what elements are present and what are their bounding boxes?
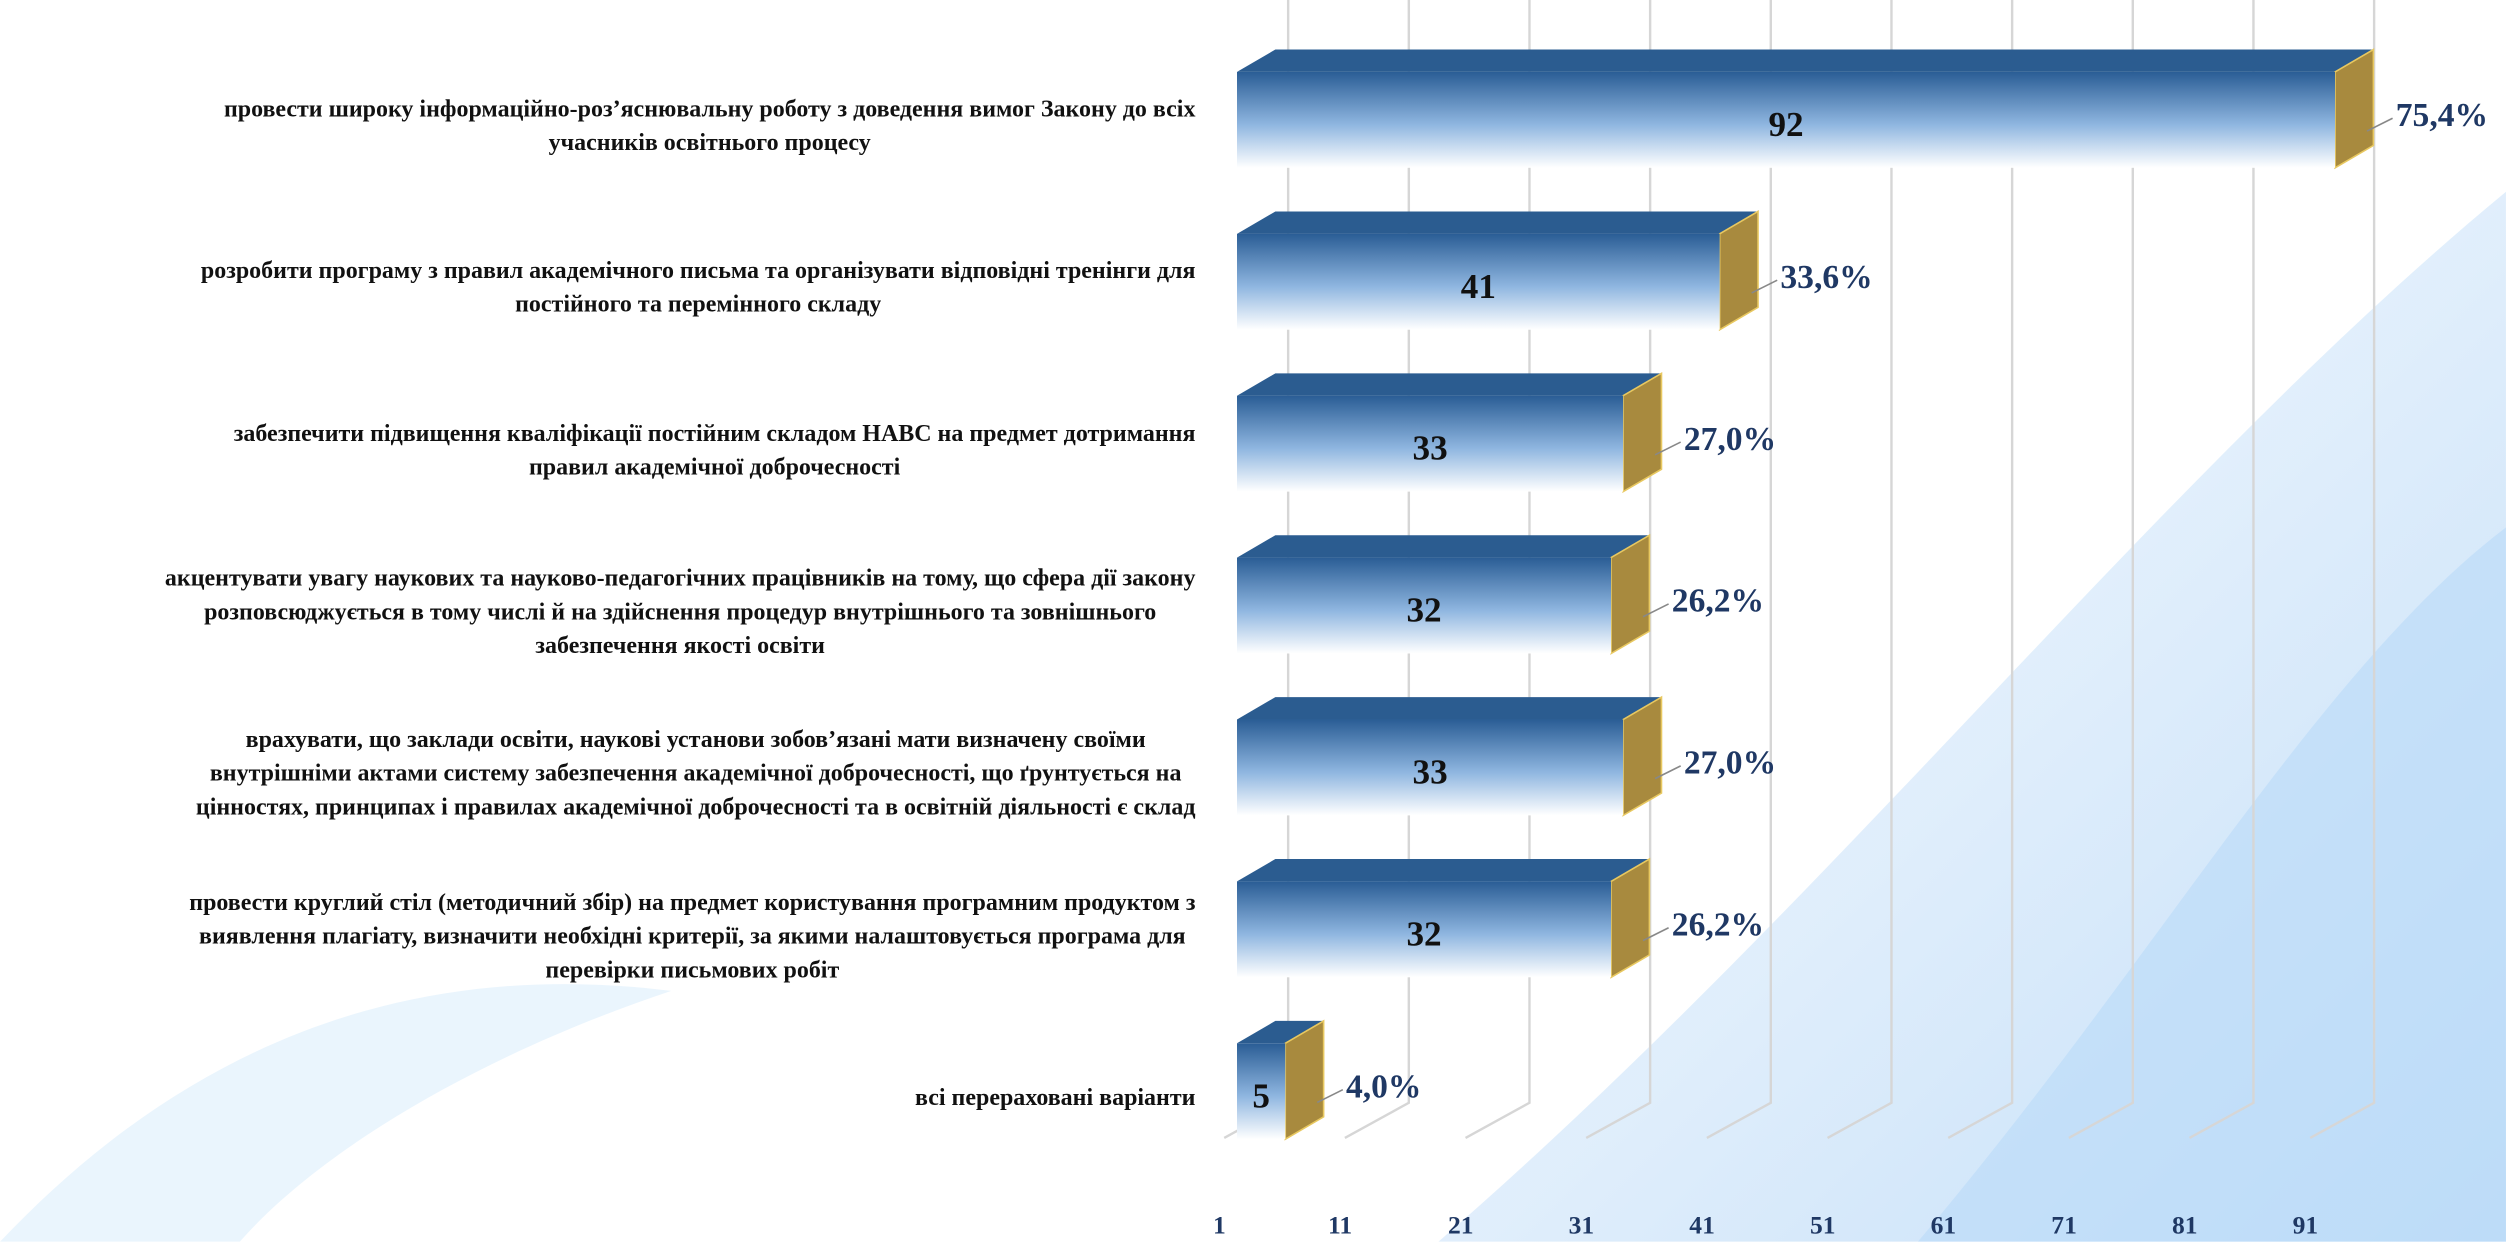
bar-top	[1237, 211, 1759, 234]
grid-line	[1947, 0, 2014, 1139]
x-tick-label: 11	[1328, 1210, 1352, 1239]
category-label: акцентувати увагу наукових та науково-пе…	[164, 566, 1196, 660]
x-tick-label: 91	[2293, 1210, 2319, 1239]
leader-line	[1654, 441, 1682, 456]
value-label: 33	[1412, 429, 1447, 468]
x-tick-label: 31	[1569, 1210, 1595, 1239]
category-label: розробити програму з правил академічного…	[200, 259, 1196, 319]
leader-line	[2366, 117, 2393, 132]
leader-line	[1642, 603, 1669, 618]
grid-line	[2188, 0, 2255, 1139]
grid-line	[1344, 0, 1411, 1139]
background-swirl	[0, 984, 672, 1242]
grid-line	[2068, 0, 2134, 1139]
share-label: 27,0%	[1684, 421, 1776, 458]
bar	[1237, 233, 1720, 330]
category-label: провести круглий стіл (методичний збір) …	[189, 890, 1196, 983]
x-tick-label: 81	[2172, 1210, 2198, 1239]
value-label: 41	[1461, 267, 1496, 306]
grid-line	[1706, 0, 1773, 1139]
bar	[1237, 1043, 1286, 1140]
x-tick-label: 1	[1213, 1210, 1226, 1239]
category-label: провести широку інформаційно-роз’яснювал…	[223, 97, 1196, 157]
share-label: 4,0%	[1346, 1068, 1421, 1105]
bar	[1237, 71, 2336, 168]
grid-line	[2309, 0, 2376, 1139]
x-tick-label: 51	[1810, 1210, 1836, 1239]
bar-top	[1237, 859, 1650, 882]
value-label: 33	[1412, 753, 1447, 792]
bar-top	[1237, 49, 2374, 72]
share-label: 26,2%	[1672, 583, 1764, 620]
share-label: 27,0%	[1684, 745, 1776, 782]
bar	[1237, 557, 1612, 654]
background-swirl	[1917, 527, 2506, 1242]
x-tick-label: 71	[2051, 1210, 2077, 1239]
leader-line	[1642, 927, 1669, 942]
grid-line	[1585, 0, 1652, 1139]
bar	[1237, 719, 1624, 816]
value-label: 5	[1252, 1076, 1270, 1115]
share-label: 33,6%	[1780, 259, 1872, 296]
bar-top	[1237, 373, 1662, 396]
leader-line	[1316, 1088, 1344, 1104]
category-label: всі перераховані варіанти	[914, 1085, 1196, 1112]
value-label: 32	[1406, 591, 1441, 630]
x-tick-label: 61	[1931, 1210, 1957, 1239]
x-tick-label: 21	[1448, 1210, 1474, 1239]
grid-line	[1464, 0, 1531, 1139]
bar-top	[1237, 535, 1650, 558]
x-tick-label: 41	[1689, 1210, 1715, 1239]
share-label: 75,4%	[2396, 97, 2488, 134]
share-label: 26,2%	[1672, 906, 1764, 943]
bar	[1237, 881, 1612, 978]
value-label: 92	[1768, 105, 1803, 144]
bar	[1237, 395, 1624, 492]
bar-top	[1237, 1020, 1324, 1044]
leader-line	[1751, 279, 1778, 294]
value-label: 32	[1406, 914, 1441, 953]
leader-line	[1654, 765, 1682, 780]
category-label: забезпечити підвищення кваліфікації пост…	[233, 421, 1196, 481]
bar-top	[1237, 697, 1662, 720]
category-label: врахувати, що заклади освіти, наукові ус…	[195, 728, 1196, 821]
grid-line	[1826, 0, 1893, 1139]
